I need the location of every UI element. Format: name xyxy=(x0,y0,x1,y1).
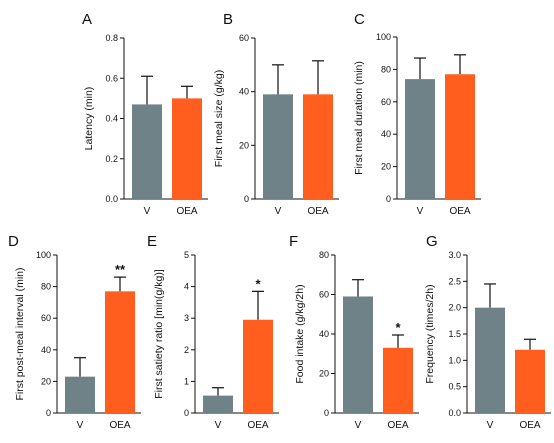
y-tick-label-a: 0.2 xyxy=(105,154,118,164)
y-tick-label-g: 2.5 xyxy=(448,276,461,286)
bar-a-vehicle xyxy=(132,104,162,199)
y-tick-label-f: 40 xyxy=(319,329,329,339)
y-tick-label-e: 4 xyxy=(184,282,189,292)
y-tick-label-c: 100 xyxy=(376,32,391,42)
category-label-d-vehicle: V xyxy=(77,420,84,431)
y-axis-title-d: First post-meal interval (min) xyxy=(14,267,26,400)
y-axis-title-c: First meal duration (min) xyxy=(353,61,365,175)
panel-letter-f: F xyxy=(289,233,298,250)
y-axis-title-f: Food intake (g/kg/2h) xyxy=(294,284,306,383)
y-tick-label-a: 0.4 xyxy=(105,114,118,124)
category-label-d-oea: OEA xyxy=(109,420,130,431)
y-tick-label-e: 0 xyxy=(184,408,189,418)
category-label-a-vehicle: V xyxy=(144,206,151,217)
y-tick-label-c: 20 xyxy=(381,162,391,172)
y-tick-label-g: 0.5 xyxy=(448,382,461,392)
bar-g-oea xyxy=(515,349,545,413)
y-axis-title-e: First satiety ratio [min(g/kg)] xyxy=(153,269,165,399)
y-tick-label-f: 60 xyxy=(319,290,329,300)
y-tick-label-a: 0.8 xyxy=(105,33,118,43)
y-tick-label-c: 60 xyxy=(381,97,391,107)
y-tick-label-b: 60 xyxy=(239,33,249,43)
y-tick-label-a: 0.6 xyxy=(105,73,118,83)
y-tick-label-g: 1.5 xyxy=(448,329,461,339)
category-label-f-vehicle: V xyxy=(355,420,362,431)
y-tick-label-d: 20 xyxy=(41,376,51,386)
y-tick-label-b: 40 xyxy=(239,87,249,97)
bar-c-vehicle xyxy=(405,79,435,199)
panel-letter-c: C xyxy=(354,11,365,28)
panel-letter-g: G xyxy=(426,233,438,250)
y-tick-label-b: 0 xyxy=(244,194,249,204)
y-tick-label-f: 0 xyxy=(324,408,329,418)
bar-g-vehicle xyxy=(475,307,505,413)
y-tick-label-c: 80 xyxy=(381,64,391,74)
category-label-f-oea: OEA xyxy=(387,420,408,431)
category-label-c-vehicle: V xyxy=(417,206,424,217)
significance-marker-f: * xyxy=(395,320,401,335)
panel-letter-e: E xyxy=(147,233,157,250)
y-tick-label-d: 100 xyxy=(36,250,51,260)
y-tick-label-f: 80 xyxy=(319,250,329,260)
y-tick-label-d: 60 xyxy=(41,313,51,323)
y-tick-label-d: 80 xyxy=(41,282,51,292)
bar-f-oea xyxy=(383,347,413,413)
category-label-g-oea: OEA xyxy=(519,420,540,431)
category-label-b-oea: OEA xyxy=(307,206,328,217)
bar-d-vehicle xyxy=(65,376,95,413)
bar-d-oea xyxy=(105,291,135,413)
bar-b-oea xyxy=(303,94,333,199)
category-label-c-oea: OEA xyxy=(449,206,470,217)
category-label-b-vehicle: V xyxy=(275,206,282,217)
significance-marker-e: * xyxy=(255,276,261,291)
y-tick-label-c: 0 xyxy=(386,194,391,204)
y-tick-label-g: 3.0 xyxy=(448,250,461,260)
y-tick-label-e: 2 xyxy=(184,345,189,355)
category-label-a-oea: OEA xyxy=(176,206,197,217)
category-label-e-vehicle: V xyxy=(215,420,222,431)
y-tick-label-e: 3 xyxy=(184,313,189,323)
y-tick-label-g: 1.0 xyxy=(448,355,461,365)
bar-c-oea xyxy=(445,74,475,199)
y-axis-title-a: Latency (min) xyxy=(83,87,95,151)
bar-e-oea xyxy=(243,319,273,413)
y-tick-label-d: 0 xyxy=(46,408,51,418)
bar-a-oea xyxy=(172,98,202,199)
panel-letter-d: D xyxy=(8,233,19,250)
y-tick-label-c: 40 xyxy=(381,129,391,139)
y-tick-label-g: 2.0 xyxy=(448,303,461,313)
y-tick-label-a: 0.0 xyxy=(105,194,118,204)
bar-f-vehicle xyxy=(343,296,373,413)
panel-letter-b: B xyxy=(223,11,233,28)
y-tick-label-f: 20 xyxy=(319,369,329,379)
significance-marker-d: ** xyxy=(115,262,126,277)
category-label-e-oea: OEA xyxy=(247,420,268,431)
panel-letter-a: A xyxy=(82,11,92,28)
y-tick-label-e: 1 xyxy=(184,376,189,386)
bar-e-vehicle xyxy=(203,395,233,413)
y-tick-label-b: 20 xyxy=(239,140,249,150)
bar-b-vehicle xyxy=(263,94,293,199)
y-tick-label-g: 0.0 xyxy=(448,408,461,418)
y-tick-label-e: 5 xyxy=(184,250,189,260)
y-axis-title-g: Frequency (times/2h) xyxy=(424,284,436,383)
y-axis-title-b: First meal size (g/kg) xyxy=(213,70,225,167)
category-label-g-vehicle: V xyxy=(487,420,494,431)
y-tick-label-d: 40 xyxy=(41,345,51,355)
